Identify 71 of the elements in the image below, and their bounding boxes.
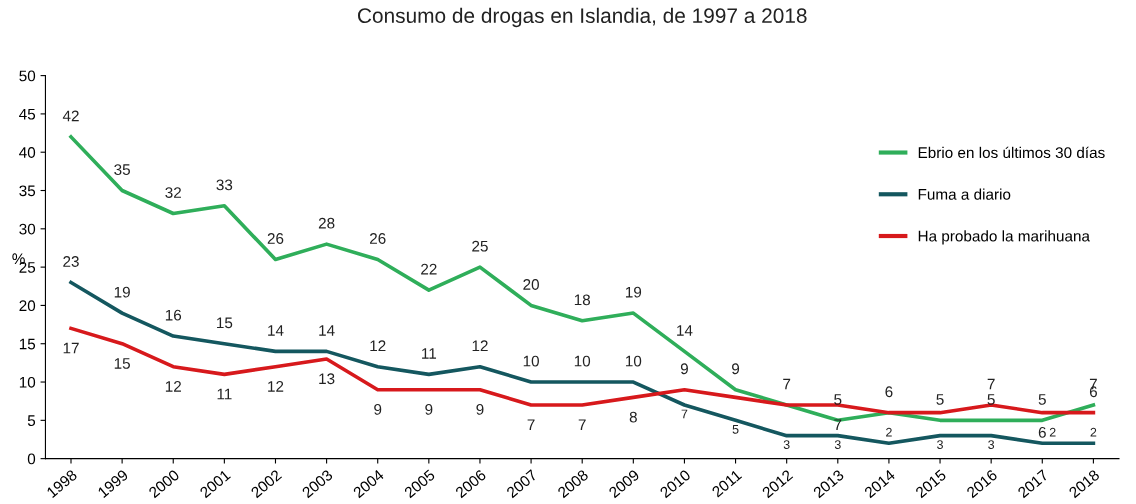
data-label: 32	[165, 187, 181, 198]
data-label: 9	[476, 403, 484, 415]
y-tick-label: 35	[19, 185, 36, 197]
legend-label: Ha probado la marihuana	[918, 230, 1090, 245]
data-label: 15	[114, 358, 130, 369]
data-label: 3	[783, 440, 790, 450]
data-label: 33	[216, 179, 233, 191]
data-label: 14	[677, 325, 693, 336]
data-label: 23	[63, 256, 79, 267]
data-label: 18	[574, 294, 591, 306]
data-label: 26	[267, 233, 284, 244]
data-label: 10	[574, 355, 591, 367]
data-label: 15	[217, 317, 233, 329]
y-tick-label: 20	[19, 300, 36, 312]
data-label: 25	[472, 240, 488, 252]
data-label: 14	[319, 325, 335, 336]
data-label: 9	[374, 403, 382, 415]
data-label: 7	[987, 378, 995, 390]
y-tick-label: 0	[27, 453, 36, 465]
y-tick-label: 15	[19, 338, 36, 350]
data-label: 2	[886, 427, 892, 437]
data-label: 6	[1038, 426, 1046, 438]
y-tick-label: 10	[19, 376, 36, 388]
data-label: 12	[472, 340, 488, 352]
data-label: 5	[1038, 394, 1046, 405]
y-tick-label: 45	[19, 108, 36, 120]
data-label: 19	[114, 286, 130, 298]
data-label: 9	[680, 363, 688, 375]
data-label: 5	[936, 394, 944, 405]
data-label: 5	[834, 394, 842, 405]
data-label: 8	[629, 411, 637, 423]
data-label: 5	[732, 424, 739, 434]
data-label: 7	[783, 378, 791, 390]
legend-label: Fuma a diario	[918, 188, 1011, 200]
data-label: 13	[319, 373, 335, 385]
data-label: 7	[681, 409, 688, 419]
data-label: 35	[114, 164, 130, 175]
data-label: 7	[834, 419, 842, 430]
data-label: 10	[523, 355, 539, 367]
y-tick-label: 5	[27, 415, 36, 427]
y-tick-label: 40	[19, 147, 36, 158]
chart-title: Consumo de drogas en Islandia, de 1997 a 2018	[358, 7, 807, 28]
data-label: 28	[318, 217, 335, 229]
data-label: 3	[988, 440, 995, 450]
data-label: 12	[370, 340, 386, 352]
data-label: 17	[63, 342, 79, 354]
data-label: 5	[987, 394, 995, 405]
data-label: 19	[625, 286, 642, 298]
data-label: 9	[425, 403, 433, 415]
data-label: 14	[268, 325, 284, 336]
data-label: 20	[523, 279, 539, 290]
data-label: 7	[527, 419, 535, 430]
data-label: 42	[62, 110, 79, 122]
data-label: 11	[217, 388, 232, 400]
data-label: 9	[732, 363, 740, 375]
data-label: 3	[834, 440, 841, 450]
data-label: 2	[1090, 427, 1097, 437]
data-label: 3	[937, 440, 943, 450]
data-label: 7	[578, 419, 586, 430]
data-label: 11	[422, 348, 437, 359]
data-label: 10	[625, 355, 642, 367]
data-label: 16	[165, 309, 182, 321]
data-label: 12	[268, 381, 284, 392]
data-label: 26	[369, 233, 386, 244]
data-label: 12	[165, 381, 181, 392]
data-label: 2	[1049, 427, 1056, 437]
data-label: 22	[421, 263, 437, 275]
data-label: 6	[885, 386, 893, 398]
legend-label: Ebrio en los últimos 30 días	[918, 146, 1105, 159]
y-tick-label: 30	[19, 223, 36, 235]
y-tick-label: 50	[19, 70, 36, 82]
